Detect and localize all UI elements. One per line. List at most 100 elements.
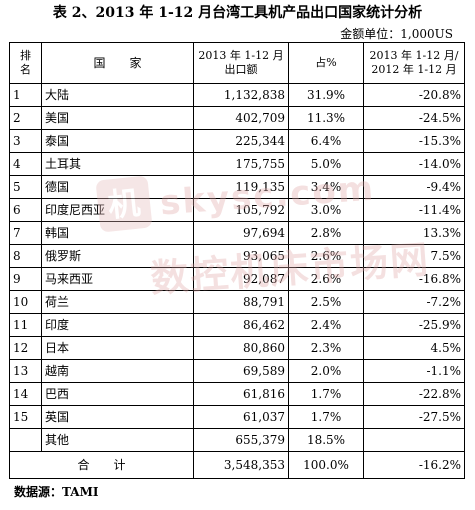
table-row: 13 越南 69,589 2.0% -1.1% [9,359,465,383]
header-rank-line1: 排 [20,49,31,62]
share-cell: 5.0% [288,152,364,176]
rank-cell: 11 [9,313,42,337]
value-cell: 105,792 [193,198,289,222]
growth-cell: -14.0% [363,152,465,176]
share-cell: 3.4% [288,175,364,199]
value-cell: 61,037 [193,405,289,429]
rank-cell: 14 [9,382,42,406]
share-cell: 3.0% [288,198,364,222]
country-cell: 美国 [41,106,194,130]
table-header-row: 排 名 国 家 2013 年 1-12 月 出口额 占% 2013 年 1-12… [9,42,465,84]
growth-cell: -11.4% [363,198,465,222]
total-value: 3,548,353 [193,451,289,479]
header-growth-line2: 2012 年 1-12 月 [371,63,457,76]
rank-cell [9,428,42,452]
share-cell: 6.4% [288,129,364,153]
share-cell: 2.4% [288,313,364,337]
value-cell: 119,135 [193,175,289,199]
value-cell: 86,462 [193,313,289,337]
share-cell: 2.6% [288,244,364,268]
country-cell: 日本 [41,336,194,360]
value-cell: 61,816 [193,382,289,406]
rank-cell: 13 [9,359,42,383]
rank-cell: 4 [9,152,42,176]
value-cell: 92,087 [193,267,289,291]
table-row: 11 印度 86,462 2.4% -25.9% [9,313,465,337]
value-cell: 97,694 [193,221,289,245]
share-cell: 2.0% [288,359,364,383]
rank-cell: 9 [9,267,42,291]
rank-cell: 8 [9,244,42,268]
country-cell: 英国 [41,405,194,429]
growth-cell: -16.8% [363,267,465,291]
country-cell: 俄罗斯 [41,244,194,268]
source-note: 数据源：TAMI [14,485,99,499]
value-cell: 225,344 [193,129,289,153]
growth-cell: -22.8% [363,382,465,406]
rank-cell: 5 [9,175,42,199]
growth-cell: -20.8% [363,83,465,107]
value-cell: 93,065 [193,244,289,268]
country-cell: 土耳其 [41,152,194,176]
unit-label: 金额单位：1,000US [340,27,453,41]
share-cell: 18.5% [288,428,364,452]
country-cell: 印度 [41,313,194,337]
table-row: 1 大陆 1,132,838 31.9% -20.8% [9,83,465,107]
rank-cell: 6 [9,198,42,222]
rank-cell: 12 [9,336,42,360]
share-cell: 31.9% [288,83,364,107]
country-cell: 其他 [41,428,194,452]
growth-cell: -25.9% [363,313,465,337]
table-row: 12 日本 80,860 2.3% 4.5% [9,336,465,360]
header-country: 国 家 [41,42,194,84]
header-value: 2013 年 1-12 月 出口额 [193,42,289,84]
value-cell: 402,709 [193,106,289,130]
table-row-other: 其他 655,379 18.5% [9,428,465,452]
share-cell: 2.3% [288,336,364,360]
rank-cell: 7 [9,221,42,245]
country-cell: 荷兰 [41,290,194,314]
share-cell: 11.3% [288,106,364,130]
country-cell: 越南 [41,359,194,383]
table-row: 14 巴西 61,816 1.7% -22.8% [9,382,465,406]
rank-cell: 2 [9,106,42,130]
table-row: 10 荷兰 88,791 2.5% -7.2% [9,290,465,314]
share-cell: 1.7% [288,405,364,429]
value-cell: 69,589 [193,359,289,383]
value-cell: 655,379 [193,428,289,452]
export-table: 排 名 国 家 2013 年 1-12 月 出口额 占% 2013 年 1-12… [9,42,465,479]
value-cell: 80,860 [193,336,289,360]
share-cell: 1.7% [288,382,364,406]
value-cell: 1,132,838 [193,83,289,107]
header-growth-line1: 2013 年 1-12 月/ [369,49,459,62]
total-share: 100.0% [288,451,364,479]
growth-cell: -9.4% [363,175,465,199]
growth-cell: -1.1% [363,359,465,383]
growth-cell: -24.5% [363,106,465,130]
table-row: 2 美国 402,709 11.3% -24.5% [9,106,465,130]
share-cell: 2.8% [288,221,364,245]
country-cell: 韩国 [41,221,194,245]
value-cell: 88,791 [193,290,289,314]
growth-cell: -27.5% [363,405,465,429]
country-cell: 巴西 [41,382,194,406]
rank-cell: 10 [9,290,42,314]
total-label: 合 计 [9,451,194,479]
header-value-line2: 出口额 [224,63,258,76]
table-total-row: 合 计 3,548,353 100.0% -16.2% [9,451,465,479]
growth-cell: 4.5% [363,336,465,360]
share-cell: 2.6% [288,267,364,291]
table-row: 3 泰国 225,344 6.4% -15.3% [9,129,465,153]
table-row: 5 德国 119,135 3.4% -9.4% [9,175,465,199]
header-rank: 排 名 [9,42,42,84]
country-cell: 大陆 [41,83,194,107]
table-row: 4 土耳其 175,755 5.0% -14.0% [9,152,465,176]
rank-cell: 3 [9,129,42,153]
growth-cell: -7.2% [363,290,465,314]
header-share: 占% [288,42,364,84]
header-value-line1: 2013 年 1-12 月 [198,49,284,62]
table-title: 表 2、2013 年 1-12 月台湾工具机产品出口国家统计分析 [52,5,423,21]
table-row: 15 英国 61,037 1.7% -27.5% [9,405,465,429]
country-cell: 德国 [41,175,194,199]
rank-cell: 15 [9,405,42,429]
